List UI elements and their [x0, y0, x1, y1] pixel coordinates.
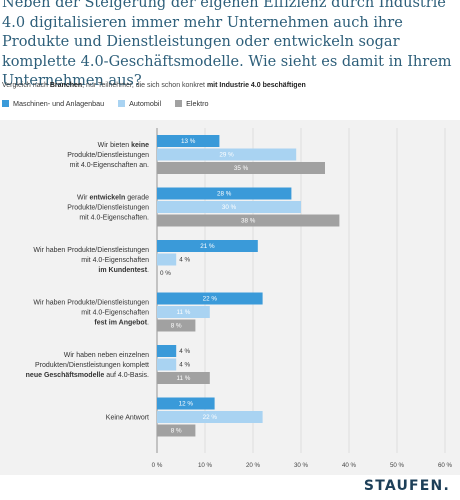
- value-label: 35 %: [234, 165, 249, 172]
- category-label-line: neue Geschäftsmodelle: [26, 372, 105, 379]
- category-label-line: Produkten/Dienstleistungen komplett: [35, 362, 149, 369]
- bar: [157, 411, 263, 423]
- bar: [157, 187, 292, 200]
- category-label-line: mit 4.0-Eigenschaften an.: [70, 162, 149, 169]
- legend-swatch-elektro: [175, 100, 183, 107]
- bar-chart: 0 % 10 % 20 % 30 % 40 % 50 % 60 % Wir bieten ke…: [26, 128, 453, 469]
- legend-item-automobil[interactable]: Automobil: [118, 99, 161, 108]
- value-label: 22 %: [203, 414, 218, 421]
- category-label: Wir entwickeln gerade Produkte/Dienstleis…: [67, 194, 149, 221]
- bar: [157, 214, 340, 227]
- bar: [157, 253, 177, 266]
- bar: [157, 201, 301, 213]
- category-label: Keine Antwort: [106, 415, 149, 422]
- category-label-line: Produkte/Dienstleistungen: [67, 205, 149, 212]
- legend-label-elektro: Elektro: [186, 99, 209, 108]
- bar: [157, 148, 297, 161]
- legend-label-automobil: Automobil: [129, 99, 162, 108]
- category-label-line: Wir haben Produkte/Dienstleistungen: [33, 299, 149, 306]
- subtitle-bold-industrie: mit Industrie 4.0 beschäftigen: [206, 82, 306, 89]
- chart-subtitle: Vergleich nach Branchen; nur Teilnehmer,…: [2, 82, 306, 89]
- chart-legend: Maschinen- und Anlagenbau Automobil Elek…: [2, 99, 208, 108]
- bar: [157, 162, 325, 174]
- category-label-line: entwickeln: [89, 194, 125, 201]
- x-tick-label: 60 %: [438, 462, 453, 469]
- bar: [157, 345, 177, 357]
- category-label-line: gerade: [125, 194, 149, 201]
- bar: [157, 424, 196, 437]
- category-label-line: Wir haben Produkte/Dienstleistungen: [33, 247, 149, 254]
- brand-logo: STAUFEN.: [363, 478, 450, 494]
- bar: [157, 306, 210, 318]
- bar: [157, 319, 196, 332]
- category-label-line: .: [147, 320, 149, 327]
- category-label-line: .: [147, 267, 149, 274]
- subtitle-bold-branchen: Branchen: [49, 82, 83, 89]
- bar: [157, 372, 210, 384]
- category-label-line: Keine Antwort: [106, 415, 149, 422]
- category-label-line: mit 4.0-Eigenschaften: [81, 310, 149, 317]
- subtitle-prefix: Vergleich nach: [2, 82, 50, 89]
- legend-swatch-automobil: [118, 100, 126, 107]
- value-label: 4 %: [179, 362, 190, 369]
- bar: [157, 358, 177, 371]
- x-tick-label: 50 %: [390, 462, 405, 469]
- subtitle-middle: ; nur Teilnehmer, die sich schon konkret: [82, 82, 207, 89]
- x-tick-label: 20 %: [246, 462, 261, 469]
- category-label: Wir haben Produkte/Dienstleistungen mit 4…: [33, 299, 149, 326]
- value-label: 21 %: [200, 243, 215, 250]
- x-tick-label: 40 %: [342, 462, 357, 469]
- value-label: 38 %: [241, 218, 256, 225]
- value-label: 11 %: [176, 375, 190, 382]
- value-label: 8 %: [171, 323, 182, 330]
- bar: [157, 135, 220, 147]
- category-label-line: fest im Angebot: [94, 320, 147, 327]
- legend-swatch-maschinenbau: [2, 100, 9, 107]
- page-title: Neben der Steigerung der eigenen Effizie…: [2, 0, 452, 89]
- category-label: Wir haben neben einzelnen Produkten/Diens…: [26, 352, 149, 379]
- value-label: 13 %: [181, 138, 196, 145]
- value-label: 22 %: [203, 296, 218, 303]
- legend-item-elektro[interactable]: Elektro: [175, 99, 208, 108]
- category-label-line: im Kundentest: [98, 267, 147, 274]
- value-label: 4 %: [179, 348, 190, 355]
- x-tick-label: 10 %: [198, 462, 213, 469]
- x-tick-label: 30 %: [294, 462, 309, 469]
- bar: [157, 397, 215, 410]
- value-label: 11 %: [176, 309, 190, 316]
- value-label: 4 %: [179, 257, 190, 264]
- bar: [157, 292, 263, 305]
- legend-item-maschinenbau[interactable]: Maschinen- und Anlagenbau: [2, 99, 104, 108]
- value-label: 8 %: [171, 428, 182, 435]
- x-tick-label: 0 %: [152, 462, 163, 469]
- bar: [157, 240, 258, 252]
- value-label: 30 %: [222, 204, 237, 211]
- value-label: 28 %: [217, 191, 232, 198]
- category-label: Wir haben Produkte/Dienstleistungen mit 4…: [33, 247, 149, 274]
- value-label: 12 %: [179, 401, 194, 408]
- category-label-line: keine: [131, 142, 149, 149]
- value-label: 0 %: [160, 270, 171, 277]
- category-label: Wir bieten keine Produkte/Dienstleistunge…: [67, 142, 149, 169]
- category-label-line: mit 4.0-Eigenschaften.: [79, 215, 149, 222]
- category-label-line: mit 4.0-Eigenschaften: [81, 257, 149, 264]
- value-label: 29 %: [219, 152, 234, 159]
- category-label-line: Produkte/Dienstleistungen: [67, 152, 149, 159]
- category-label-line: Wir haben neben einzelnen: [64, 352, 149, 359]
- category-label-line: auf 4.0-Basis.: [104, 372, 149, 379]
- category-label-line: Wir bieten: [98, 142, 131, 149]
- legend-label-maschinenbau: Maschinen- und Anlagenbau: [13, 99, 105, 108]
- chart-panel: 0 % 10 % 20 % 30 % 40 % 50 % 60 % Wir bieten ke…: [0, 120, 460, 475]
- category-label-line: Wir: [77, 194, 89, 201]
